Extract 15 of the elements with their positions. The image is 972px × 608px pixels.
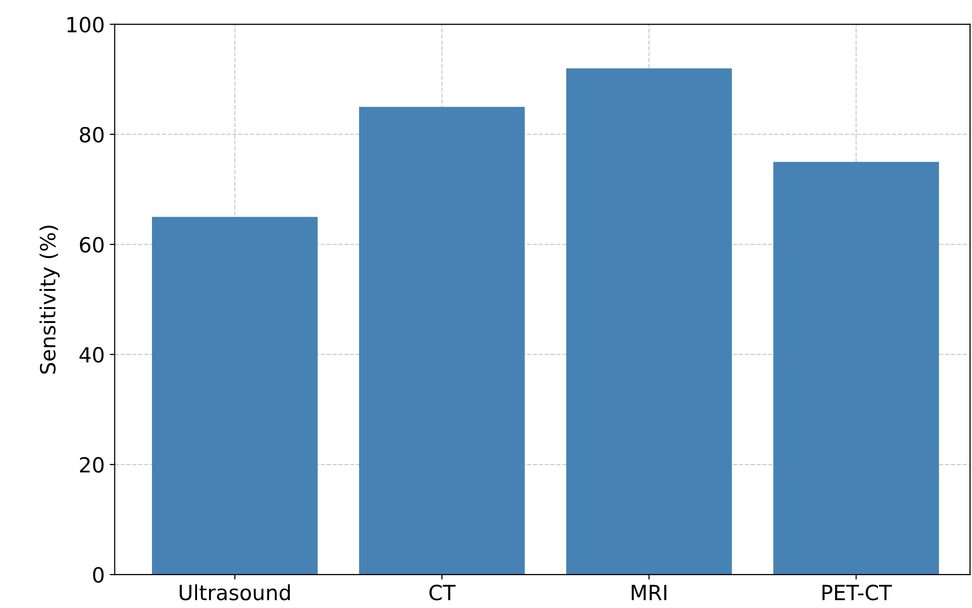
y-tick-label: 40 xyxy=(79,346,104,363)
bar xyxy=(359,106,525,575)
bar xyxy=(566,68,732,575)
y-tick-label: 20 xyxy=(80,456,104,473)
y-tick-label: 60 xyxy=(80,236,104,253)
x-tick-label: MRI xyxy=(632,584,666,600)
y-tick-label: 80 xyxy=(80,126,104,143)
bar xyxy=(773,162,939,575)
bar xyxy=(152,216,318,575)
y-tick-label: 100 xyxy=(67,16,104,33)
y-axis-title: Sensitivity (%) xyxy=(39,226,60,374)
x-tick-label: PET-CT xyxy=(822,584,892,600)
y-tick-label: 0 xyxy=(93,567,104,583)
x-tick-label: CT xyxy=(429,584,456,600)
x-tick-label: Ultrasound xyxy=(180,584,290,600)
